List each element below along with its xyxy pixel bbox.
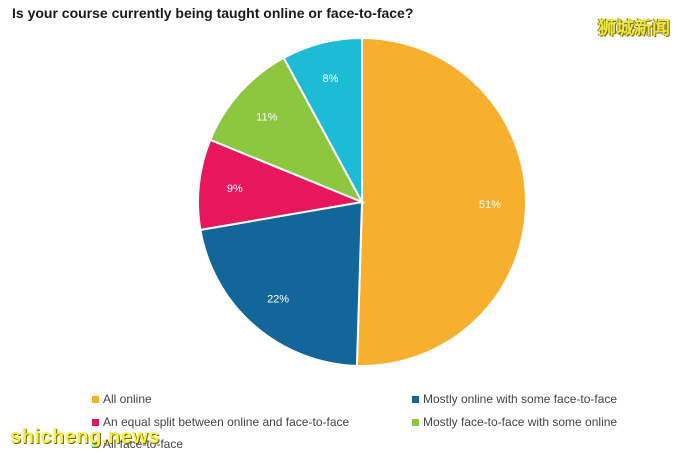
legend-label-3: Mostly face-to-face with some online [423,415,618,429]
legend-item-1: Mostly online with some face-to-face [412,392,617,406]
pie-slice-4 [282,36,363,203]
slice-label-1: 22% [267,294,289,306]
watermark-bottom-logo: shicheng.news [10,426,160,448]
legend-label-1: Mostly online with some face-to-face [423,392,618,406]
pie-slice-1 [199,200,364,367]
legend-swatch-1 [412,395,419,403]
slice-label-4: 8% [323,73,339,85]
legend-swatch-0 [92,395,99,403]
chart-title: Is your course currently being taught on… [12,5,414,21]
pie-slice-0 [355,36,527,367]
legend-swatch-2 [92,418,99,426]
legend-label-2: An equal split between online and face-t… [103,415,350,429]
legend-item-3: Mostly face-to-face with some online [412,415,617,429]
legend-swatch-4 [92,440,99,448]
pie-chart: 51% 22% 9% 11% 8% [197,36,527,367]
slice-label-3: 11% [256,112,277,124]
legend-label-4: All face-to-face [103,437,184,451]
legend-item-0: All online [92,392,152,406]
legend-swatch-3 [412,418,419,426]
slice-label-2: 9% [227,183,243,195]
legend-item-2: An equal split between online and face-t… [92,415,349,429]
slice-label-0: 51% [479,199,501,211]
pie-slice-2 [197,138,366,232]
watermark-top-logo: 狮城新闻 [598,18,670,38]
legend-item-4: All face-to-face [92,437,183,451]
legend-label-0: All online [103,392,152,406]
pie-slice-3 [208,56,365,204]
